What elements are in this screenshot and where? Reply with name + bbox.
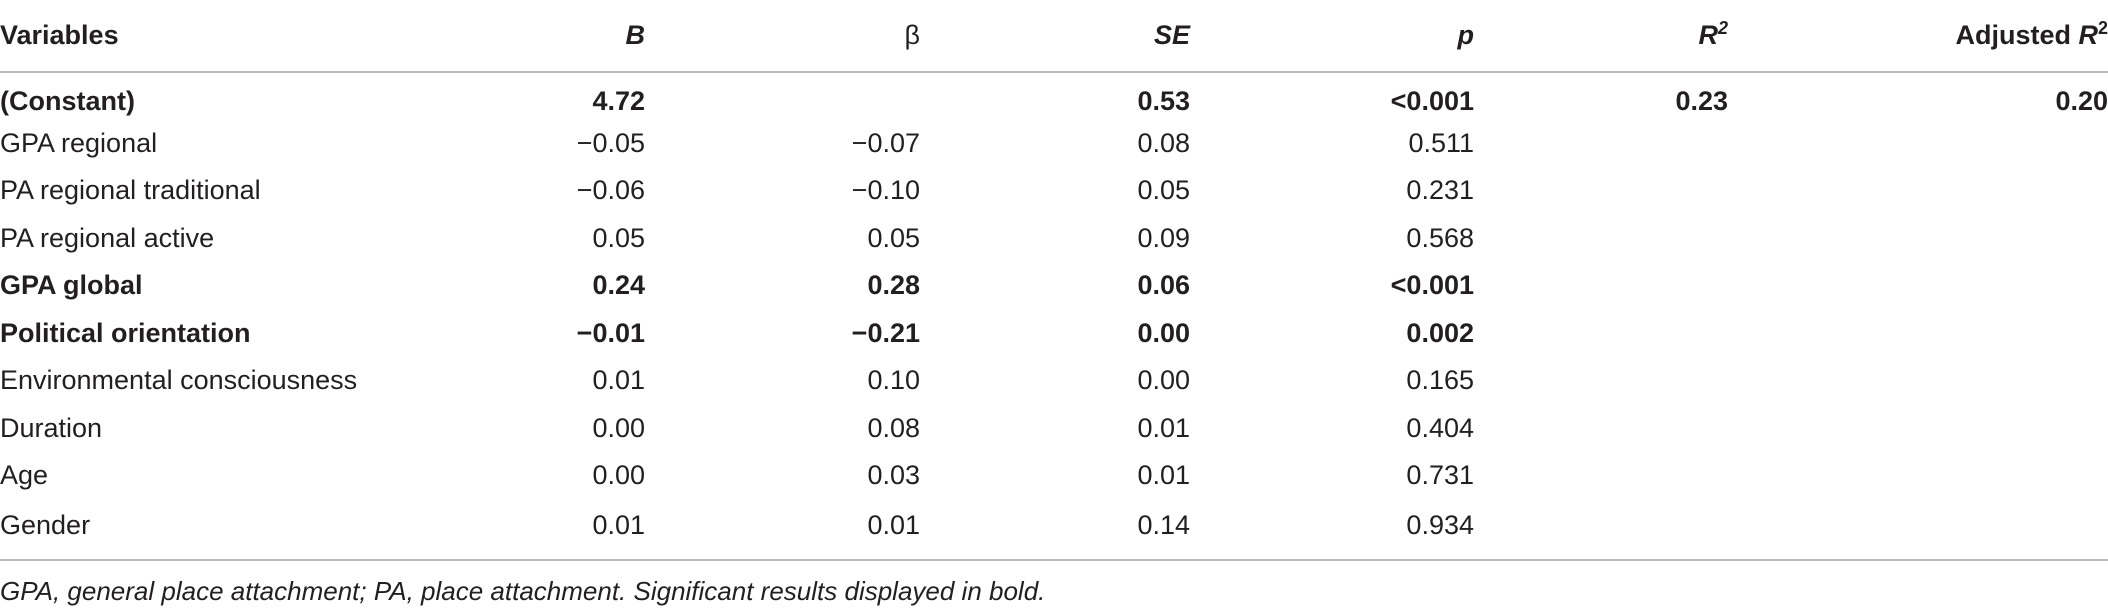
table-body: (Constant) 4.72 0.53 <0.001 0.23 0.20 GPA regi… [0, 72, 2108, 561]
cell-b: 4.72 [592, 85, 645, 116]
header-p: p [1190, 0, 1474, 73]
cell-beta: 0.05 [867, 222, 920, 253]
cell-variable: Environmental consciousness [0, 365, 358, 396]
cell-r2 [1474, 357, 1728, 405]
header-r2-base: R [1698, 20, 1718, 50]
cell-b: −0.01 [576, 317, 645, 348]
cell-adjusted-r2 [1728, 452, 2108, 500]
cell-b: 0.00 [592, 412, 645, 443]
cell-variable: Gender [0, 499, 540, 561]
cell-b: −0.05 [576, 127, 645, 158]
cell-adjusted-r2 [1728, 405, 2108, 453]
cell-adjusted-r2 [1728, 215, 2108, 263]
cell-p: 0.568 [1406, 222, 1474, 253]
header-se: SE [920, 0, 1190, 73]
cell-p: <0.001 [1390, 270, 1474, 301]
cell-beta: 0.03 [867, 460, 920, 491]
cell-r2 [1474, 452, 1728, 500]
cell-variable: Political orientation [0, 317, 251, 348]
cell-b: 0.24 [592, 270, 645, 301]
cell-variable: Duration [0, 412, 103, 443]
header-row: Variables B β SE p R2 Adjusted R2 [0, 0, 2108, 73]
cell-beta: −0.10 [851, 175, 920, 206]
regression-table: Variables B β SE p R2 Adjusted R2 (Const… [0, 0, 2108, 561]
cell-p: 0.002 [1406, 317, 1474, 348]
cell-b: 0.01 [592, 365, 645, 396]
table-row: Duration 0.00 0.08 0.01 0.404 [0, 405, 2108, 453]
header-variables: Variables [0, 0, 540, 73]
table-row: PA regional traditional −0.06 −0.10 0.05 0.2… [0, 167, 2108, 215]
cell-p: 0.934 [1190, 499, 1474, 561]
header-beta: β [645, 0, 920, 73]
cell-b: 0.05 [592, 222, 645, 253]
cell-beta: −0.07 [851, 127, 920, 158]
header-r2: R2 [1474, 0, 1728, 73]
cell-beta: 0.10 [867, 365, 920, 396]
header-adjusted-base: R [2078, 20, 2098, 50]
cell-se: 0.00 [1137, 317, 1190, 348]
table-row: Political orientation −0.01 −0.21 0.00 0.002 [0, 310, 2108, 358]
cell-adjusted-r2 [1728, 310, 2108, 358]
cell-se: 0.53 [1137, 85, 1190, 116]
cell-se: 0.05 [1137, 175, 1190, 206]
cell-r2: 0.23 [1675, 85, 1728, 116]
table-row: Environmental consciousness 0.01 0.10 0.00 0… [0, 357, 2108, 405]
header-b: B [540, 0, 645, 73]
cell-r2 [1474, 262, 1728, 310]
table-header: Variables B β SE p R2 Adjusted R2 [0, 0, 2108, 73]
cell-beta: 0.08 [867, 412, 920, 443]
cell-adjusted-r2 [1728, 499, 2108, 561]
cell-p: 0.511 [1408, 127, 1474, 158]
header-adjusted-sup: 2 [2097, 18, 2108, 38]
table-row: PA regional active 0.05 0.05 0.09 0.568 [0, 215, 2108, 263]
cell-r2 [1474, 120, 1728, 168]
cell-se: 0.01 [1137, 460, 1190, 491]
cell-p: <0.001 [1390, 85, 1474, 116]
cell-adjusted-r2 [1728, 262, 2108, 310]
cell-r2 [1474, 405, 1728, 453]
table-row: Gender 0.01 0.01 0.14 0.934 [0, 499, 2108, 561]
header-adjusted-prefix: Adjusted [1955, 20, 2079, 50]
cell-r2 [1474, 215, 1728, 263]
cell-p: 0.231 [1406, 175, 1474, 206]
table-footnote: GPA, general place attachment; PA, place… [0, 576, 1046, 606]
cell-adjusted-r2 [1728, 120, 2108, 168]
cell-b: 0.01 [540, 499, 645, 561]
table-row: (Constant) 4.72 0.53 <0.001 0.23 0.20 [0, 72, 2108, 120]
cell-b: 0.00 [592, 460, 645, 491]
cell-variable: GPA global [0, 270, 143, 301]
cell-adjusted-r2 [1728, 357, 2108, 405]
cell-p: 0.165 [1406, 365, 1474, 396]
header-adjusted-r2: Adjusted R2 [1728, 0, 2108, 73]
cell-adjusted-r2: 0.20 [2055, 85, 2108, 116]
table-row: GPA regional −0.05 −0.07 0.08 0.511 [0, 120, 2108, 168]
cell-se: 0.14 [920, 499, 1190, 561]
cell-beta: 0.01 [645, 499, 920, 561]
cell-beta: 0.28 [867, 270, 920, 301]
cell-r2 [1474, 310, 1728, 358]
cell-variable: GPA regional [0, 127, 158, 158]
table-row: Age 0.00 0.03 0.01 0.731 [0, 452, 2108, 500]
cell-r2 [1474, 167, 1728, 215]
cell-se: 0.00 [1137, 365, 1190, 396]
header-r2-sup: 2 [1717, 18, 1728, 38]
cell-se: 0.08 [1137, 127, 1190, 158]
cell-r2 [1474, 499, 1728, 561]
cell-se: 0.06 [1137, 270, 1190, 301]
cell-variable: PA regional traditional [0, 175, 261, 206]
cell-b: −0.06 [576, 175, 645, 206]
cell-p: 0.731 [1406, 460, 1474, 491]
cell-adjusted-r2 [1728, 167, 2108, 215]
cell-variable: PA regional active [0, 222, 215, 253]
cell-beta: −0.21 [851, 317, 920, 348]
cell-p: 0.404 [1406, 412, 1474, 443]
cell-variable: (Constant) [0, 85, 135, 116]
cell-variable: Age [0, 460, 49, 491]
cell-beta [645, 72, 920, 120]
table-row: GPA global 0.24 0.28 0.06 <0.001 [0, 262, 2108, 310]
cell-se: 0.09 [1137, 222, 1190, 253]
cell-se: 0.01 [1137, 412, 1190, 443]
